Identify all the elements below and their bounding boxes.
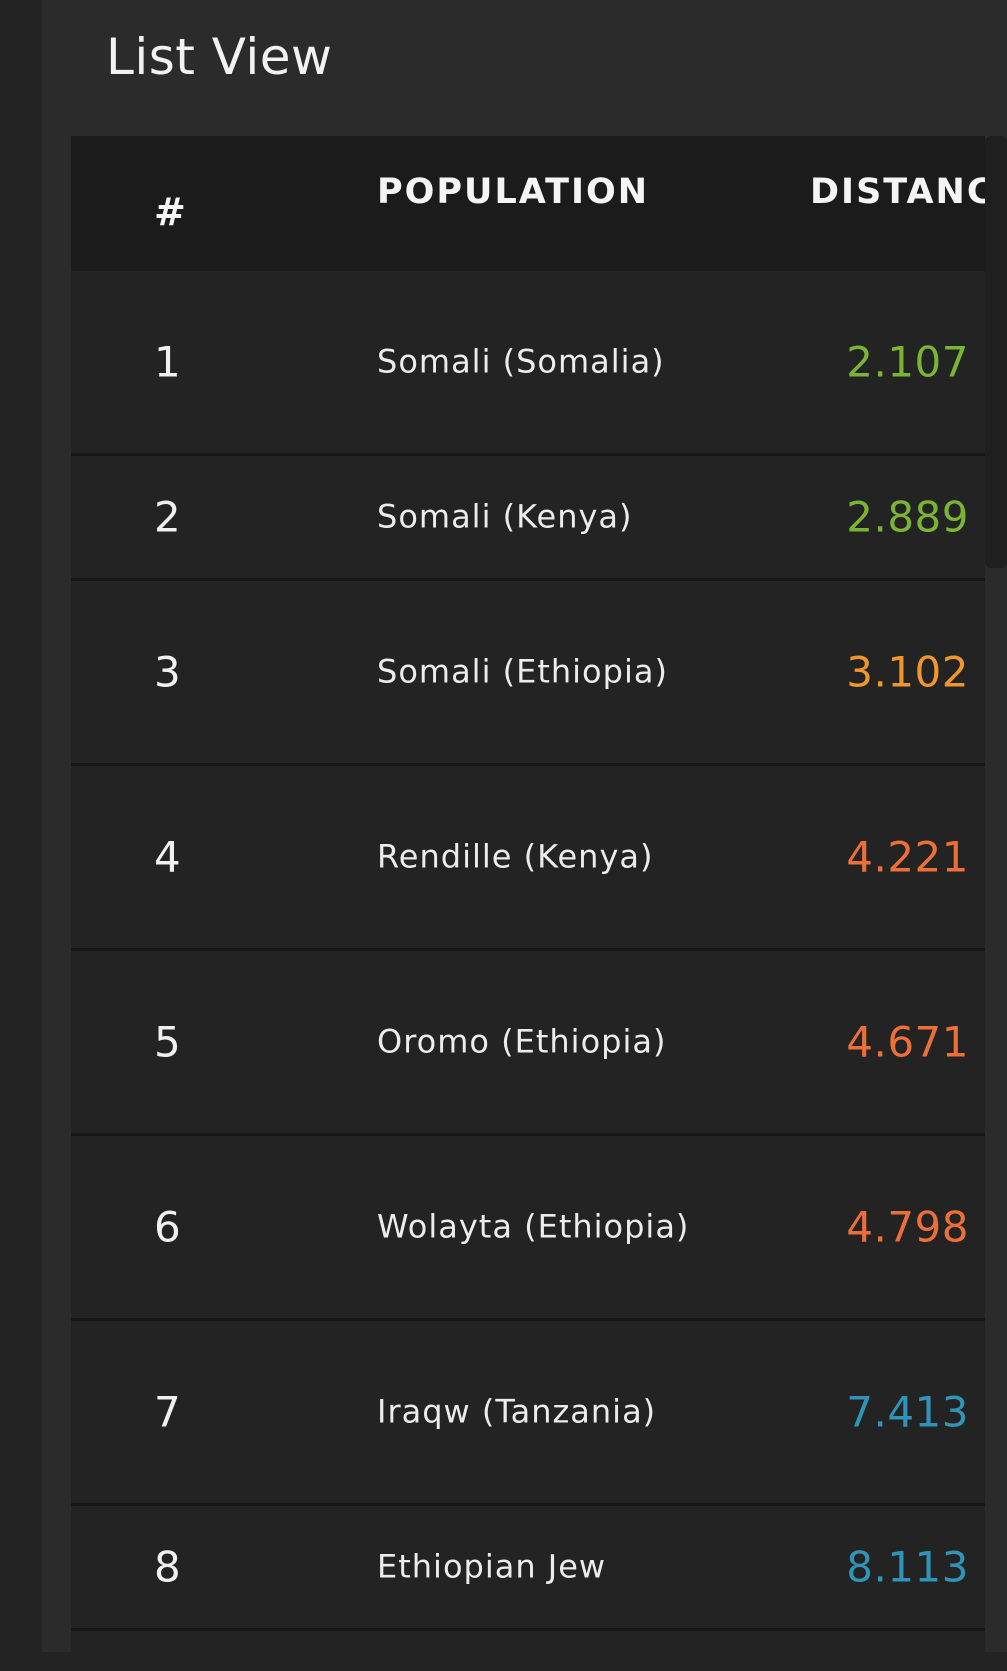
row-rank: 6	[154, 1202, 181, 1252]
results-table: # POPULATION DISTANC 1 Somali (Somalia) …	[71, 136, 985, 1671]
row-distance: 2.107	[846, 337, 969, 387]
row-rank: 7	[154, 1387, 181, 1437]
row-distance: 4.798	[846, 1202, 969, 1252]
table-row[interactable]: 2 Somali (Kenya) 2.889	[71, 456, 985, 581]
row-population: Iraqw (Tanzania)	[377, 1392, 657, 1431]
row-population: Wolayta (Ethiopia)	[377, 1207, 690, 1246]
column-header-population[interactable]: POPULATION	[377, 172, 650, 212]
column-header-distance[interactable]: DISTANC	[810, 172, 985, 212]
table-row[interactable]: 1 Somali (Somalia) 2.107	[71, 271, 985, 456]
row-rank: 1	[154, 337, 181, 387]
table-row[interactable]: 6 Wolayta (Ethiopia) 4.798	[71, 1136, 985, 1321]
row-rank: 8	[154, 1542, 181, 1592]
column-header-rank[interactable]: #	[154, 190, 188, 234]
row-population: Somali (Kenya)	[377, 497, 633, 536]
row-distance: 3.102	[846, 647, 969, 697]
row-distance: 2.889	[846, 492, 969, 542]
table-row[interactable]: 8 Ethiopian Jew 8.113	[71, 1506, 985, 1631]
table-row[interactable]: 5 Oromo (Ethiopia) 4.671	[71, 951, 985, 1136]
row-distance: 4.671	[846, 1017, 969, 1067]
row-rank: 2	[154, 492, 181, 542]
row-population: Somali (Ethiopia)	[377, 652, 668, 691]
row-distance: 7.413	[846, 1387, 969, 1437]
row-distance: 8.113	[846, 1542, 969, 1592]
table-row-partial[interactable]	[71, 1631, 985, 1671]
table-header: # POPULATION DISTANC	[71, 136, 985, 271]
row-population: Ethiopian Jew	[377, 1547, 607, 1586]
scrollbar-thumb[interactable]	[985, 136, 1007, 568]
row-population: Somali (Somalia)	[377, 342, 665, 381]
table-row[interactable]: 3 Somali (Ethiopia) 3.102	[71, 581, 985, 766]
page-title: List View	[106, 28, 333, 86]
table-row[interactable]: 7 Iraqw (Tanzania) 7.413	[71, 1321, 985, 1506]
table-row[interactable]: 4 Rendille (Kenya) 4.221	[71, 766, 985, 951]
row-population: Oromo (Ethiopia)	[377, 1022, 667, 1061]
side-gutter	[0, 0, 42, 1652]
row-distance: 4.221	[846, 832, 969, 882]
row-rank: 5	[154, 1017, 181, 1067]
row-rank: 4	[154, 832, 181, 882]
row-rank: 3	[154, 647, 181, 697]
row-population: Rendille (Kenya)	[377, 837, 654, 876]
